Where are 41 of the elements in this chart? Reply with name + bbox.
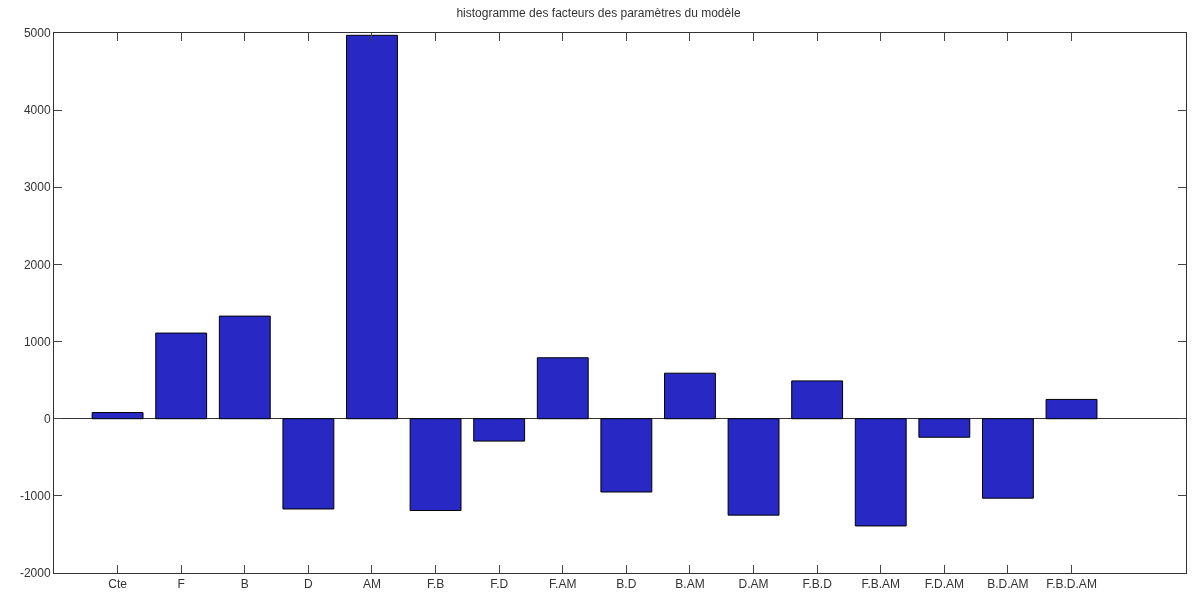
x-tick-label: AM (362, 577, 381, 592)
y-tick-label: 5000 (23, 26, 51, 41)
bar (346, 34, 398, 420)
x-tick-label: F.B (426, 577, 445, 592)
y-tick-label: -1000 (19, 489, 51, 504)
y-tick-label: 2000 (23, 257, 51, 272)
bar (218, 315, 271, 420)
x-tick-label: D.AM (738, 577, 769, 592)
y-tick-label: -2000 (19, 566, 51, 581)
bar (473, 418, 526, 442)
bar (91, 412, 144, 420)
x-tick-label: B.D (616, 577, 637, 592)
bar (536, 357, 589, 420)
bar (664, 372, 716, 420)
x-tick-label: F.B.D (802, 577, 833, 592)
bar (981, 418, 1034, 499)
x-tick-label: F (177, 577, 185, 592)
x-tick-label: B (240, 577, 249, 592)
bar (409, 418, 462, 512)
y-tick-label: 4000 (23, 103, 51, 118)
x-tick-label: F.D (490, 577, 509, 592)
x-tick-label: B.AM (675, 577, 705, 592)
x-tick-label: Cte (108, 577, 128, 592)
bar (727, 418, 780, 516)
x-tick-label: D (304, 577, 314, 592)
y-tick-label: 3000 (23, 180, 51, 195)
bar (918, 418, 971, 438)
bar (854, 418, 907, 527)
bar (1045, 398, 1098, 420)
bar (155, 332, 208, 420)
x-tick-label: F.B.D.AM (1046, 577, 1097, 592)
bar (791, 380, 844, 420)
x-tick-label: F.D.AM (924, 577, 965, 592)
x-tick-label: B.D.AM (987, 577, 1029, 592)
chart-title: histogramme des facteurs des paramètres du modèle (456, 6, 741, 21)
x-tick-label: F.AM (549, 577, 577, 592)
x-tick-label: F.B.AM (861, 577, 901, 592)
bar (282, 418, 335, 510)
y-tick-label: 0 (43, 411, 51, 426)
bar (600, 418, 653, 493)
y-tick-label: 1000 (23, 334, 51, 349)
